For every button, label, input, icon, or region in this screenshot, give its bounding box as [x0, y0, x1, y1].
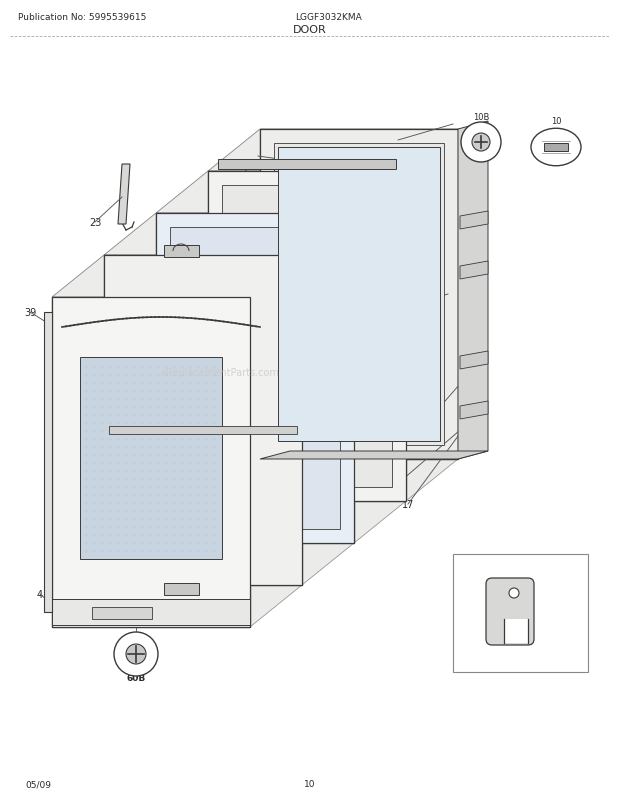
Circle shape — [509, 588, 519, 598]
Text: 10: 10 — [304, 780, 316, 788]
Polygon shape — [274, 144, 444, 445]
Text: 6: 6 — [192, 318, 198, 327]
Circle shape — [126, 644, 146, 664]
Polygon shape — [208, 172, 406, 501]
Text: 52: 52 — [94, 300, 106, 310]
FancyBboxPatch shape — [504, 619, 528, 643]
Text: 12: 12 — [392, 136, 404, 146]
Text: 10B: 10B — [473, 112, 489, 121]
Text: 18: 18 — [494, 575, 506, 584]
Text: 5: 5 — [245, 457, 251, 468]
Polygon shape — [104, 256, 302, 585]
Polygon shape — [52, 599, 250, 626]
Polygon shape — [109, 427, 297, 435]
Text: 39: 39 — [24, 308, 36, 318]
Text: 4: 4 — [37, 589, 43, 599]
Text: aReplacementParts.com: aReplacementParts.com — [161, 367, 280, 378]
Text: 10: 10 — [551, 117, 561, 127]
Text: Publication No: 5995539615: Publication No: 5995539615 — [18, 13, 146, 22]
Polygon shape — [260, 130, 458, 460]
Polygon shape — [302, 214, 354, 585]
Text: 60B: 60B — [126, 674, 146, 683]
Polygon shape — [164, 583, 199, 595]
Polygon shape — [156, 172, 406, 214]
Text: 3: 3 — [232, 599, 238, 610]
Polygon shape — [156, 214, 354, 543]
Text: LGGF3032KMA: LGGF3032KMA — [295, 13, 361, 22]
FancyBboxPatch shape — [486, 578, 534, 645]
Text: 23: 23 — [89, 217, 101, 228]
Polygon shape — [544, 144, 568, 152]
Polygon shape — [354, 172, 406, 543]
Polygon shape — [80, 358, 222, 559]
Polygon shape — [92, 607, 152, 619]
Polygon shape — [104, 214, 354, 256]
Polygon shape — [460, 402, 488, 419]
Text: 20: 20 — [416, 298, 428, 308]
Text: 17: 17 — [402, 500, 414, 509]
Polygon shape — [104, 256, 302, 585]
Polygon shape — [52, 298, 250, 627]
Text: 23: 23 — [312, 529, 324, 539]
Circle shape — [461, 123, 501, 163]
Text: 15: 15 — [399, 443, 411, 452]
Text: 40: 40 — [234, 567, 246, 577]
FancyBboxPatch shape — [453, 554, 588, 672]
Polygon shape — [164, 245, 199, 257]
Polygon shape — [44, 313, 52, 612]
Ellipse shape — [531, 129, 581, 167]
Polygon shape — [52, 298, 250, 627]
Polygon shape — [118, 164, 130, 225]
Polygon shape — [460, 212, 488, 229]
Circle shape — [114, 632, 158, 676]
Text: 17: 17 — [299, 367, 311, 378]
Polygon shape — [208, 172, 406, 501]
Polygon shape — [278, 148, 440, 441]
Text: DOOR: DOOR — [293, 25, 327, 35]
Polygon shape — [310, 452, 322, 512]
Text: 9: 9 — [312, 160, 318, 170]
Polygon shape — [260, 130, 458, 460]
Polygon shape — [460, 261, 488, 280]
Polygon shape — [208, 130, 458, 172]
Polygon shape — [460, 351, 488, 370]
Text: 7: 7 — [262, 468, 268, 477]
Polygon shape — [218, 160, 396, 170]
Text: 16: 16 — [382, 488, 394, 497]
Text: 20: 20 — [312, 225, 324, 236]
Circle shape — [472, 134, 490, 152]
Polygon shape — [156, 214, 354, 543]
Polygon shape — [222, 186, 392, 488]
Polygon shape — [250, 256, 302, 627]
Polygon shape — [406, 130, 458, 501]
Text: 40: 40 — [194, 263, 206, 273]
Polygon shape — [170, 228, 340, 529]
Text: 05/09: 05/09 — [25, 780, 51, 788]
Text: DLGGF3032KMA: DLGGF3032KMA — [485, 662, 554, 671]
Polygon shape — [458, 122, 488, 460]
Polygon shape — [52, 256, 302, 298]
Polygon shape — [260, 452, 488, 460]
